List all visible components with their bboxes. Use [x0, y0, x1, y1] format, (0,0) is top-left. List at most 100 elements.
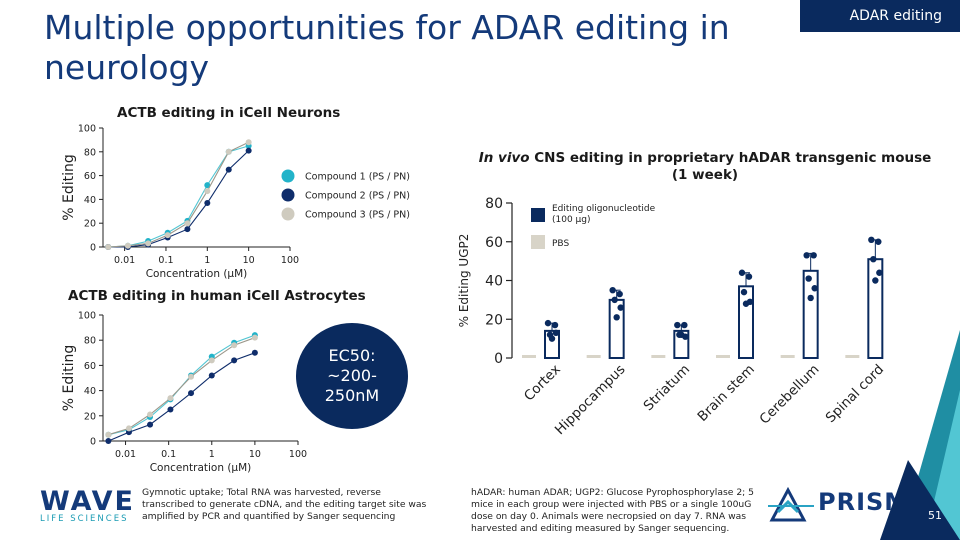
legend-marker-compound-2 [281, 188, 295, 202]
invivo-bar-pbs [845, 355, 860, 358]
invivo-x-tick-label: Spinal cord [823, 362, 888, 427]
invivo-data-point [745, 273, 753, 280]
astrocytes-data-point [147, 411, 154, 418]
invivo-data-point [552, 329, 560, 337]
invivo-bar-pbs [522, 355, 536, 358]
section-tag-shape [800, 0, 960, 32]
invivo-y-tick-label: 40 [485, 274, 503, 290]
invivo-data-point [613, 314, 620, 321]
astrocytes-data-point [251, 334, 258, 341]
invivo-bar-pbs [716, 355, 730, 358]
astrocytes-data-point [208, 372, 215, 379]
invivo-y-axis-label: % Editing UGP2 [457, 234, 471, 328]
corner-decoration [880, 330, 960, 540]
invivo-legend-marker-pbs [531, 235, 545, 249]
neurons-x-tick-label: 1 [204, 255, 210, 266]
wave-logo: WAVE [40, 486, 135, 517]
neurons-fit-curve [108, 141, 249, 248]
astrocytes-fit-curve [108, 334, 256, 436]
astrocytes-x-axis-label: Concentration (µM) [150, 462, 252, 474]
neurons-x-tick-label: 10 [243, 255, 255, 266]
legend-label-compound-3: Compound 3 (PS / PN) [305, 210, 410, 221]
astrocytes-y-tick-label: 0 [90, 437, 96, 448]
legend-marker-compound-1 [281, 169, 295, 183]
invivo-data-point [617, 304, 624, 311]
ec50-badge: EC50: ~200-250nM [296, 323, 408, 429]
astrocytes-x-tick-label: 1 [209, 449, 215, 460]
astrocytes-y-tick-label: 80 [84, 336, 96, 347]
abbreviations-footnote: hADAR: human ADAR; UGP2: Glucose Pyropho… [471, 487, 755, 534]
astrocytes-y-tick-label: 20 [84, 411, 96, 422]
neurons-data-point [124, 242, 131, 249]
astrocytes-x-tick-label: 0.1 [161, 449, 176, 460]
neurons-fit-curve [108, 150, 250, 248]
astrocytes-y-tick-label: 100 [78, 311, 96, 322]
invivo-data-point [803, 252, 810, 259]
neurons-data-point [105, 244, 112, 250]
wave-logo-subtitle: LIFE SCIENCES [40, 514, 129, 524]
neurons-x-tick-label: 0.01 [114, 255, 135, 266]
neurons-fit-curve [108, 145, 249, 248]
neurons-y-tick-label: 100 [78, 124, 96, 135]
invivo-data-point [868, 236, 875, 244]
invivo-x-tick-label: Cerebellum [756, 362, 822, 428]
neurons-data-point [245, 147, 252, 154]
neurons-y-tick-label: 40 [84, 195, 96, 206]
invivo-bar-treated [738, 285, 754, 359]
invivo-y-tick-label: 60 [485, 235, 503, 251]
neurons-data-point [184, 220, 191, 227]
invivo-data-point [870, 255, 877, 263]
invivo-data-point [805, 275, 812, 282]
neurons-data-point [225, 148, 232, 155]
invivo-y-tick-label: 20 [485, 312, 503, 328]
astrocytes-data-point [105, 438, 112, 444]
astrocytes-data-point [188, 390, 195, 397]
astrocytes-data-point [125, 425, 132, 432]
astrocytes-data-point [231, 357, 238, 364]
astrocytes-chart-title: ACTB editing in human iCell Astrocytes [68, 288, 366, 304]
astrocytes-data-point [231, 342, 238, 349]
invivo-bar-pbs [586, 355, 601, 358]
astrocytes-data-point [208, 357, 215, 364]
legend-marker-compound-3 [281, 207, 295, 221]
astrocytes-data-point [251, 349, 258, 356]
prism-logo-mark [768, 486, 814, 522]
neurons-x-tick-label: 100 [281, 255, 299, 266]
invivo-bar-pbs [651, 355, 666, 358]
neurons-y-tick-label: 80 [84, 147, 96, 158]
neurons-data-point [225, 166, 232, 173]
legend-label-compound-1: Compound 1 (PS / PN) [305, 172, 410, 183]
invivo-data-point [548, 335, 556, 342]
astrocytes-fit-curve [108, 352, 256, 442]
invivo-y-tick-label: 80 [485, 196, 503, 212]
invivo-data-point [609, 286, 616, 294]
astrocytes-data-point [105, 431, 112, 438]
astrocytes-data-point [147, 421, 154, 428]
astrocytes-y-tick-label: 40 [84, 386, 96, 397]
page-number: 51 [928, 509, 942, 522]
invivo-x-tick-label: Brain stem [695, 362, 758, 425]
section-tag [800, 0, 960, 32]
invivo-data-point [872, 277, 879, 284]
neurons-data-point [184, 226, 191, 233]
neurons-chart-title: ACTB editing in iCell Neurons [117, 105, 341, 121]
astrocytes-data-point [188, 373, 195, 380]
neurons-data-point [204, 199, 211, 206]
neurons-data-point [245, 139, 252, 146]
astrocytes-data-point [167, 395, 174, 402]
neurons-y-axis-label: % Editing [61, 154, 77, 221]
invivo-bar-pbs [780, 355, 795, 358]
neurons-data-point [204, 188, 211, 195]
neurons-data-point [145, 240, 152, 247]
invivo-data-point [810, 252, 817, 259]
methods-footnote: Gymnotic uptake; Total RNA was harvested… [142, 487, 427, 522]
invivo-data-point [616, 290, 623, 298]
astrocytes-fit-curve [108, 337, 256, 436]
astrocytes-y-axis-label: % Editing [61, 345, 77, 412]
invivo-data-point [738, 269, 746, 276]
invivo-data-point [875, 238, 882, 245]
invivo-x-tick-label: Cortex [521, 362, 564, 405]
invivo-data-point [674, 321, 681, 329]
legend-label-compound-2: Compound 2 (PS / PN) [305, 191, 410, 202]
